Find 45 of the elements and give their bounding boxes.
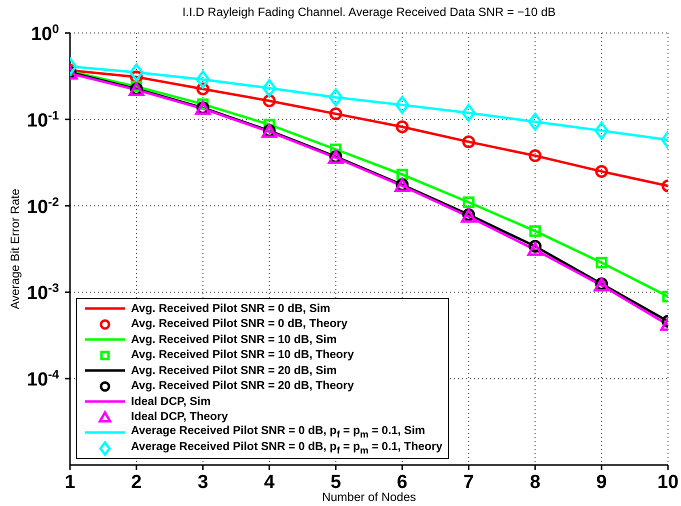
x-axis-title: Number of Nodes	[322, 490, 416, 504]
point	[596, 256, 608, 268]
point	[462, 196, 474, 208]
x-tick-label: 9	[596, 472, 607, 493]
legend-label: Avg. Received Pilot SNR = 0 dB, Sim	[131, 302, 330, 315]
legend-label: Avg. Received Pilot SNR = 20 dB, Sim	[131, 364, 337, 377]
legend-label: Average Received Pilot SNR = 0 dB, p$_{f}$ = p$_{m}$ = 0.1, Theory	[131, 440, 442, 456]
legend-label: Avg. Received Pilot SNR = 20 dB, Theory	[131, 380, 354, 392]
x-tick-label: 4	[264, 472, 276, 493]
point	[462, 104, 476, 122]
point	[328, 88, 343, 106]
legend-label: Ideal DCP, Theory	[131, 411, 228, 424]
legend-label: Ideal DCP, Sim	[131, 396, 211, 408]
point	[528, 149, 542, 162]
x-tick-label: 2	[131, 472, 142, 493]
x-tick-label: 10	[657, 472, 679, 493]
legend-label: Avg. Received Pilot SNR = 10 dB, Sim	[131, 334, 337, 346]
chart-title: I.I.D Rayleigh Fading Channel. Average Received Data SNR = −10 dB	[182, 5, 556, 19]
point	[196, 70, 210, 88]
point	[129, 63, 144, 82]
x-tick-label: 3	[198, 472, 208, 493]
x-tick-label: 7	[463, 472, 474, 493]
point	[262, 79, 276, 98]
point	[395, 96, 410, 114]
point	[329, 107, 342, 120]
x-tick-label: 8	[530, 472, 540, 493]
point	[528, 112, 542, 131]
point	[462, 135, 476, 148]
y-tick-label: 10$^{-3}$	[26, 281, 60, 304]
point	[594, 122, 609, 140]
y-tick-label: 10$^{-2}$	[26, 194, 60, 218]
y-tick-label: 10$^{0}$	[30, 22, 60, 45]
point	[595, 164, 608, 178]
legend-label: Avg. Received Pilot SNR = 10 dB, Theory	[131, 349, 354, 362]
y-axis-title: Average Bit Error Rate	[8, 188, 22, 310]
point	[527, 242, 543, 256]
point	[396, 120, 409, 134]
point	[529, 225, 541, 237]
legend-label: Avg. Received Pilot SNR = 0 dB, Theory	[131, 318, 348, 330]
x-tick-label: 6	[396, 472, 408, 493]
x-tick-label: 1	[64, 472, 76, 493]
x-tick-label: 5	[330, 472, 342, 493]
y-tick-label: 10$^{-1}$	[26, 108, 60, 132]
y-tick-label: 10$^{-4}$	[26, 368, 60, 391]
legend-label: Average Received Pilot SNR = 0 dB, p$_{f}$ = p$_{m}$ = 0.1, Sim	[131, 425, 426, 440]
